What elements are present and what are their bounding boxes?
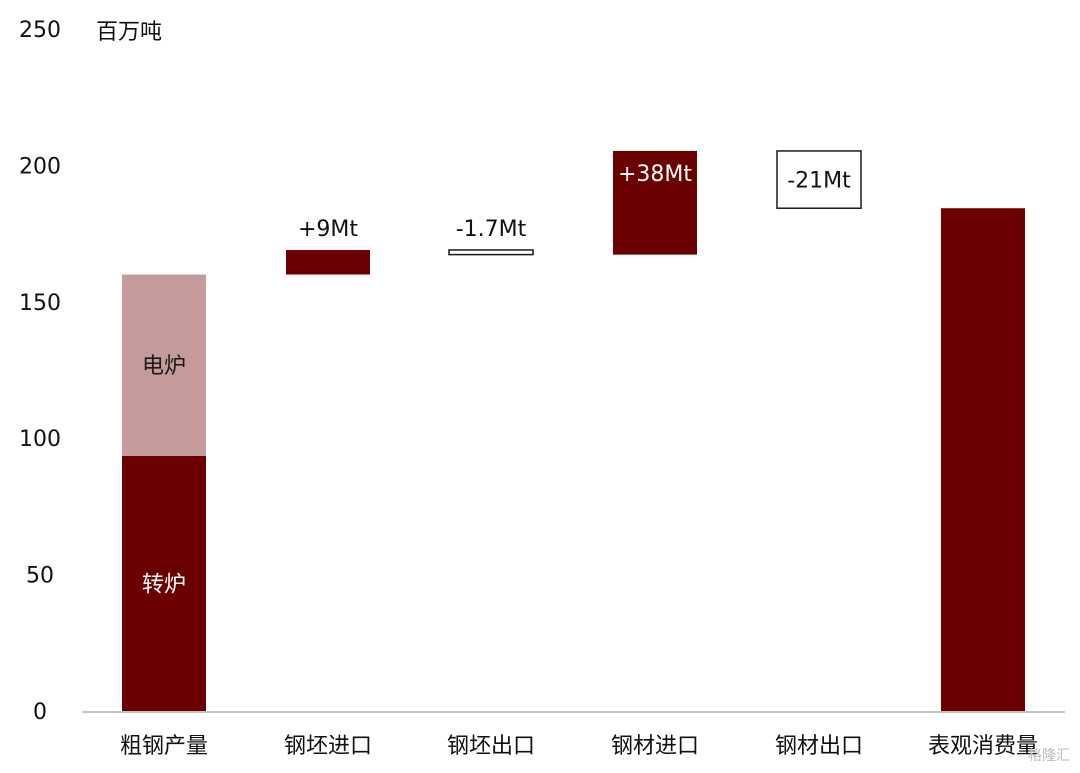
y-axis-ticks: 0 50 100 150 200 250 [19,18,61,725]
x-category-label: 钢坯进口 [284,734,372,759]
y-tick-label: 100 [19,427,61,452]
bar-label: 电炉 [142,354,186,379]
x-axis-categories: 粗钢产量 钢坯进口 钢坯出口 钢材进口 钢材出口 表观消费量 [120,734,1038,759]
bar-step [941,208,1025,711]
bar-label: +38Mt [618,162,692,187]
bars [122,150,1025,711]
y-tick-label: 200 [19,154,61,179]
bar-step [286,249,370,275]
x-category-label: 钢材出口 [775,734,863,759]
x-category-label: 表观消费量 [928,734,1038,759]
y-tick-label: 50 [26,564,54,589]
bar-labels: 转炉 电炉 +9Mt -1.7Mt +38Mt -21Mt [142,162,851,598]
x-category-label: 钢材进口 [611,734,699,759]
y-tick-label: 150 [19,291,61,316]
bar-label: -21Mt [787,169,851,194]
bar-step [613,150,697,255]
watermark: 格隆汇 [1028,748,1070,764]
y-tick-label: 250 [19,18,61,43]
bar-step [448,249,534,256]
unit-label: 百万吨 [96,20,162,45]
bar-label: +9Mt [298,217,358,242]
bar-label: 转炉 [142,572,186,597]
bar-segment [122,455,206,711]
bar-label: -1.7Mt [456,217,527,242]
x-category-label: 粗钢产量 [120,734,208,759]
bar-step [776,150,862,209]
y-tick-label: 0 [33,700,47,725]
x-category-label: 钢坯出口 [447,734,535,759]
bar-segment [122,274,206,456]
